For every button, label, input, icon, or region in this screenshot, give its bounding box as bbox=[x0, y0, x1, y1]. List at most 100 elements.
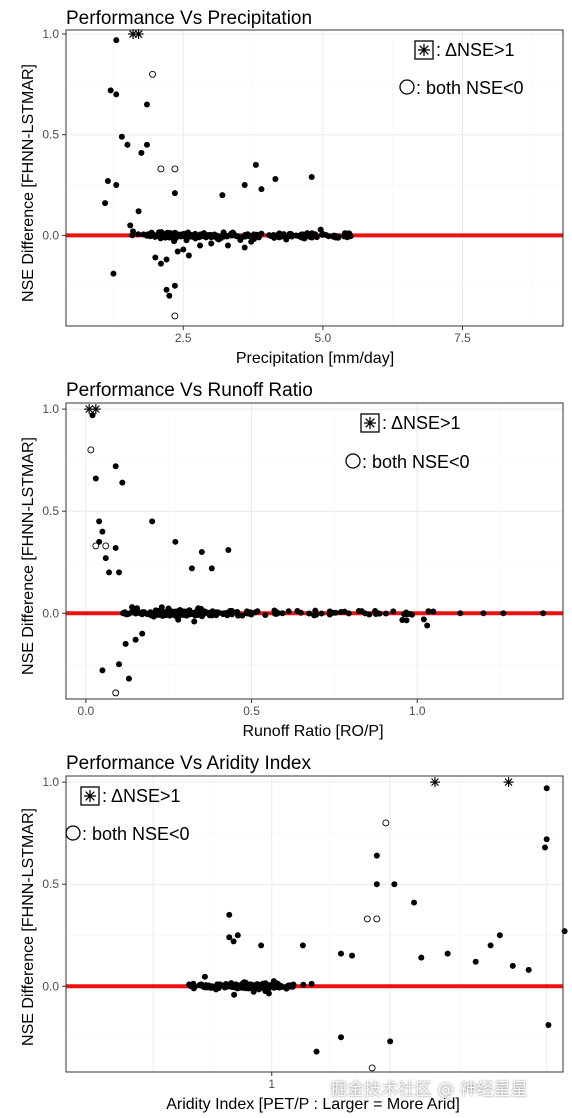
data-point bbox=[411, 899, 418, 906]
data-point bbox=[124, 141, 131, 148]
plot-frame bbox=[65, 29, 564, 327]
grid bbox=[66, 776, 563, 1072]
data-point bbox=[171, 190, 178, 197]
data-point bbox=[169, 231, 176, 238]
data-point bbox=[561, 928, 568, 935]
data-point bbox=[299, 232, 306, 239]
data-point bbox=[174, 248, 181, 255]
data-point bbox=[252, 609, 259, 616]
grid bbox=[66, 30, 563, 326]
data-point bbox=[313, 233, 320, 240]
data-point bbox=[156, 233, 163, 240]
data-point bbox=[278, 233, 285, 240]
plot-area: 0.0 0.5 1.0 1 bbox=[42, 775, 568, 1091]
data-point bbox=[143, 141, 150, 148]
data-point bbox=[311, 612, 318, 619]
legend-circle-label: : both NSE<0 bbox=[362, 452, 470, 472]
data-point bbox=[457, 610, 464, 617]
data-points bbox=[186, 777, 568, 1072]
data-point bbox=[261, 984, 268, 991]
data-point bbox=[106, 569, 113, 576]
axes: 0.0 0.5 1.0 2.5 5.0 7.5 bbox=[42, 27, 471, 345]
data-point bbox=[418, 954, 425, 961]
legend-star-key-box bbox=[414, 40, 434, 60]
data-point bbox=[122, 640, 129, 647]
panel-aridity-index: Performance Vs Aridity Index Aridity Ind… bbox=[20, 753, 568, 1113]
data-point bbox=[373, 881, 380, 888]
data-point bbox=[337, 950, 344, 957]
data-point bbox=[113, 182, 120, 189]
data-point bbox=[250, 232, 257, 239]
panel-title: Performance Vs Aridity Index bbox=[66, 753, 311, 774]
data-point bbox=[399, 616, 406, 623]
data-point-hollow bbox=[157, 165, 165, 173]
data-point bbox=[199, 232, 206, 239]
data-point bbox=[424, 622, 431, 629]
panel-title: Performance Vs Runoff Ratio bbox=[66, 380, 313, 401]
x-axis-title: Runoff Ratio [RO/P] bbox=[242, 723, 383, 740]
data-point bbox=[120, 609, 127, 616]
data-point bbox=[372, 610, 379, 617]
data-point bbox=[409, 611, 416, 618]
data-point bbox=[135, 231, 142, 238]
data-point bbox=[226, 934, 233, 941]
data-point bbox=[158, 604, 165, 611]
data-point bbox=[543, 836, 550, 843]
data-point bbox=[125, 675, 132, 682]
data-point bbox=[99, 528, 106, 535]
y-tick-label: 0.0 bbox=[42, 228, 59, 242]
data-point bbox=[191, 618, 198, 625]
data-point-hollow bbox=[112, 689, 120, 697]
data-point bbox=[289, 983, 296, 990]
data-point bbox=[337, 608, 344, 615]
data-point bbox=[201, 973, 208, 980]
data-point-hollow bbox=[382, 819, 390, 827]
legend: : ΔNSE>1 : both NSE<0 bbox=[65, 786, 190, 844]
data-point bbox=[258, 942, 265, 949]
x-axis-title: Precipitation [mm/day] bbox=[236, 350, 394, 367]
data-point bbox=[267, 232, 274, 239]
y-tick-label: 1.0 bbox=[42, 775, 59, 789]
data-point bbox=[215, 234, 222, 241]
data-point bbox=[166, 292, 173, 299]
y-axis-title: NSE Difference [FHNN-LSTMAR] bbox=[20, 64, 37, 302]
data-point bbox=[183, 237, 190, 244]
data-point bbox=[116, 569, 123, 576]
y-tick-label: 1.0 bbox=[42, 402, 59, 416]
data-point bbox=[224, 242, 231, 249]
y-tick-label: 0.0 bbox=[42, 606, 59, 620]
legend-circle-key-icon bbox=[345, 453, 361, 469]
data-point bbox=[545, 1022, 552, 1029]
data-point bbox=[345, 610, 352, 617]
data-point bbox=[404, 611, 411, 618]
data-point bbox=[286, 233, 293, 240]
data-point bbox=[208, 565, 215, 572]
legend-star-key-box bbox=[80, 786, 100, 806]
x-tick-label: 7.5 bbox=[454, 331, 471, 345]
data-point bbox=[197, 242, 204, 249]
data-point bbox=[210, 984, 217, 991]
data-point bbox=[89, 412, 96, 419]
data-point bbox=[143, 610, 150, 617]
data-point bbox=[430, 608, 437, 615]
data-point bbox=[99, 667, 106, 674]
data-point bbox=[509, 962, 516, 969]
data-point bbox=[107, 87, 114, 94]
data-point bbox=[163, 286, 170, 293]
data-point bbox=[300, 981, 307, 988]
data-point bbox=[152, 254, 159, 261]
plot-area: 0.0 0.5 1.0 2.5 5.0 7.5 bbox=[42, 27, 564, 345]
data-point bbox=[543, 785, 550, 792]
data-point bbox=[318, 610, 325, 617]
data-point bbox=[525, 966, 532, 973]
data-point bbox=[110, 270, 117, 277]
data-point bbox=[319, 231, 326, 238]
legend-star-key-icon bbox=[84, 790, 96, 802]
data-point bbox=[172, 538, 179, 545]
data-point bbox=[276, 984, 283, 991]
panel-runoff-ratio: Performance Vs Runoff Ratio Runoff Ratio… bbox=[20, 380, 564, 740]
data-point-hollow bbox=[368, 1064, 376, 1072]
star-marker bbox=[503, 777, 514, 788]
legend-circle-key-icon bbox=[65, 825, 81, 841]
data-point-hollow bbox=[171, 165, 179, 173]
